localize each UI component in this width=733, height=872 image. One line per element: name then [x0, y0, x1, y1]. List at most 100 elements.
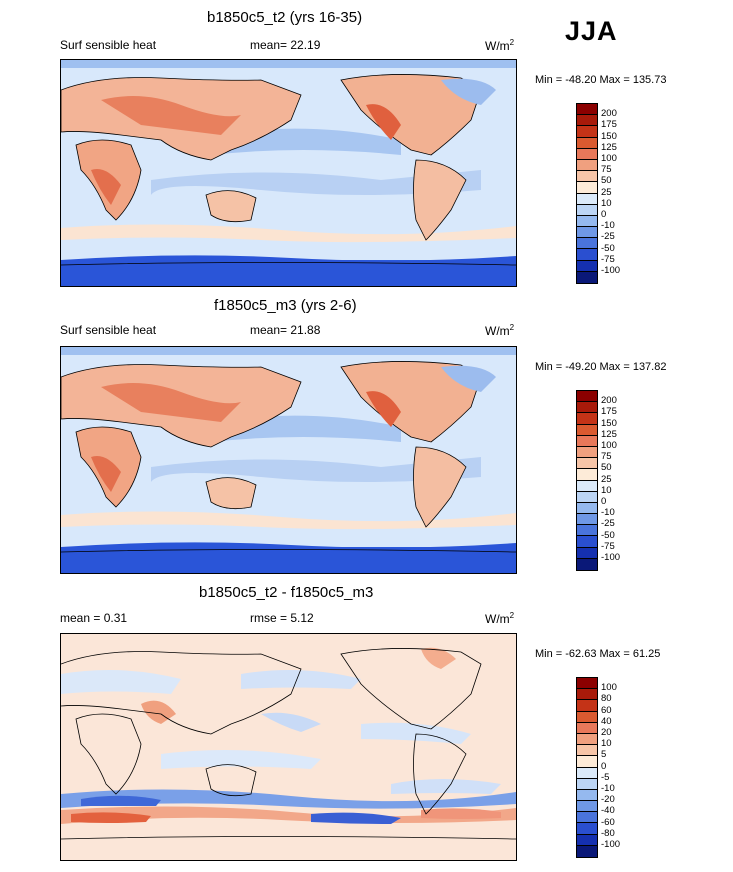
colorbar-tick-label: 100 [601, 440, 617, 451]
colorbar-tick-label: -75 [601, 540, 615, 552]
colorbar-swatch [577, 767, 597, 779]
panel-2-title: f1850c5_m3 (yrs 2-6) [214, 297, 357, 314]
colorbar-swatch [577, 700, 597, 712]
season-label: JJA [565, 16, 618, 46]
colorbar-tick-label: -20 [601, 794, 615, 806]
colorbar-tick-label: 80 [601, 693, 612, 705]
colorbar-tick-label: 125 [601, 428, 617, 440]
colorbar-tick-label: -5 [601, 771, 610, 783]
colorbar-swatch [577, 182, 597, 194]
colorbar-swatch [577, 778, 597, 790]
colorbar-swatch [577, 424, 597, 436]
colorbar-swatch [577, 446, 597, 459]
panel-1-units: W/m2 [485, 38, 515, 53]
colorbar-tick-label: 60 [601, 704, 612, 716]
colorbar-swatch [577, 514, 597, 526]
colorbar-tick-label: -75 [601, 253, 615, 265]
colorbar-swatch [577, 789, 597, 802]
colorbar-tick-label: 10 [601, 484, 612, 496]
panel-3-rmse-label: rmse = 5.12 [250, 611, 314, 625]
panel-1-minmax: Min = -48.20 Max = 135.73 [535, 74, 667, 86]
panel-3-colorbar [576, 677, 598, 859]
colorbar-tick-label: -40 [601, 805, 615, 817]
colorbar-swatch [577, 722, 597, 734]
colorbar-tick-label: 200 [601, 108, 617, 120]
colorbar-swatch [577, 558, 597, 570]
panel-1-mean-label: mean= 22.19 [250, 38, 321, 52]
colorbar-swatch [577, 711, 597, 723]
colorbar-swatch [577, 756, 597, 768]
colorbar-swatch [577, 215, 597, 228]
colorbar-swatch [577, 469, 597, 481]
panel-2-mean-label: mean= 21.88 [250, 323, 321, 337]
colorbar-tick-label: 0 [601, 209, 607, 220]
panel-2-map [60, 346, 517, 574]
panel-2-map-svg [61, 347, 516, 573]
panel-2-minmax: Min = -49.20 Max = 137.82 [535, 361, 667, 373]
colorbar-swatch [577, 812, 597, 824]
colorbar-tick-label: 100 [601, 682, 617, 694]
colorbar-tick-label: -50 [601, 529, 615, 541]
colorbar-tick-label: -25 [601, 231, 615, 243]
colorbar-swatch [577, 413, 597, 425]
colorbar-swatch [577, 733, 597, 746]
colorbar-swatch [577, 801, 597, 813]
panel-1-map-svg [61, 60, 516, 286]
colorbar-swatch [577, 249, 597, 261]
colorbar-tick-label: -10 [601, 783, 615, 794]
colorbar-swatch [577, 115, 597, 127]
panel-2-units: W/m2 [485, 323, 515, 338]
colorbar-tick-label: 125 [601, 141, 617, 153]
colorbar-tick-label: -50 [601, 242, 615, 254]
colorbar-swatch [577, 193, 597, 205]
colorbar-swatch [577, 678, 597, 690]
colorbar-tick-label: 100 [601, 153, 617, 164]
colorbar-swatch [577, 689, 597, 701]
panel-3-mean-label: mean = 0.31 [60, 611, 128, 625]
colorbar-tick-label: 50 [601, 175, 612, 187]
colorbar-swatch [577, 238, 597, 250]
colorbar-tick-label: 10 [601, 197, 612, 209]
colorbar-tick-label: -100 [601, 552, 621, 563]
colorbar-tick-label: -10 [601, 507, 615, 519]
colorbar-swatch [577, 525, 597, 537]
colorbar-tick-label: -100 [601, 265, 621, 276]
colorbar-tick-label: 150 [601, 417, 617, 429]
panel-1-colorbar [576, 103, 598, 285]
colorbar-tick-label: 150 [601, 130, 617, 142]
colorbar-swatch [577, 227, 597, 239]
colorbar-swatch [577, 435, 597, 447]
colorbar-swatch [577, 745, 597, 757]
colorbar-tick-label: 25 [601, 473, 612, 485]
colorbar-swatch [577, 834, 597, 846]
colorbar-swatch [577, 458, 597, 470]
colorbar-swatch [577, 171, 597, 183]
colorbar-tick-label: -100 [601, 839, 621, 850]
panel-1-title: b1850c5_t2 (yrs 16-35) [207, 9, 363, 26]
colorbar-swatch [577, 260, 597, 272]
colorbar-swatch [577, 845, 597, 857]
panel-3-title: b1850c5_t2 - f1850c5_m3 [199, 584, 374, 601]
colorbar-tick-label: 50 [601, 462, 612, 474]
colorbar-swatch [577, 547, 597, 559]
colorbar-tick-label: 20 [601, 727, 612, 738]
colorbar-swatch [577, 480, 597, 492]
colorbar-swatch [577, 502, 597, 515]
colorbar-tick-label: -10 [601, 220, 615, 232]
panel-3-map-svg [61, 647, 516, 840]
colorbar-swatch [577, 137, 597, 149]
panel-3-units: W/m2 [485, 611, 515, 626]
panel-1-variable-label: Surf sensible heat [60, 38, 157, 52]
colorbar-tick-label: -80 [601, 827, 615, 839]
colorbar-tick-label: 10 [601, 738, 612, 750]
colorbar-tick-label: 25 [601, 186, 612, 198]
panel-3-minmax: Min = -62.63 Max = 61.25 [535, 648, 661, 660]
colorbar-swatch [577, 536, 597, 548]
panel-2-colorbar [576, 390, 598, 572]
colorbar-swatch [577, 204, 597, 216]
colorbar-swatch [577, 148, 597, 160]
colorbar-tick-label: 0 [601, 496, 607, 507]
colorbar-tick-label: 200 [601, 395, 617, 407]
colorbar-swatch [577, 402, 597, 414]
colorbar-tick-label: 175 [601, 406, 617, 418]
